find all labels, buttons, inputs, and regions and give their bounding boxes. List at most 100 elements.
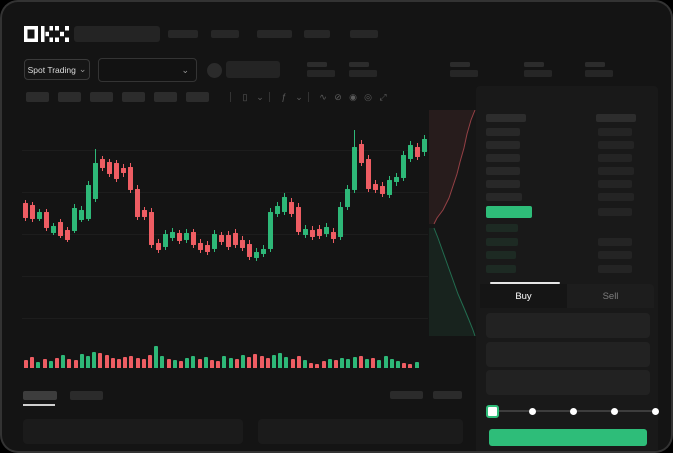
volume-bar [377, 360, 382, 368]
ask-row-amount-placeholder[interactable] [598, 193, 634, 201]
chevron-down-icon[interactable]: ⌄ [295, 92, 303, 102]
nav-item-placeholder-2[interactable] [211, 30, 239, 38]
tool-button-placeholder-1[interactable] [26, 92, 49, 102]
volume-bar [135, 358, 140, 368]
slider-handle[interactable] [486, 405, 499, 418]
total-input-placeholder[interactable] [486, 370, 650, 395]
volume-bar [36, 362, 41, 368]
volume-bar [141, 359, 146, 368]
bid-row-price-placeholder[interactable] [486, 237, 518, 246]
pair-selector-dropdown[interactable]: ⌄ [98, 58, 197, 82]
ask-row-amount-placeholder[interactable] [598, 128, 632, 136]
bottom-filter-placeholder[interactable] [390, 391, 423, 399]
candle-body [44, 212, 49, 228]
bottom-tab-orders[interactable] [23, 391, 57, 400]
tool-button-placeholder-4[interactable] [122, 92, 145, 102]
ask-row-amount-placeholder[interactable] [598, 141, 634, 149]
candle-body [394, 177, 399, 182]
bid-row-price-placeholder[interactable] [486, 251, 516, 259]
candle-type-icon[interactable]: ▯ [242, 92, 248, 102]
ask-row-amount-placeholder[interactable] [598, 167, 634, 175]
nav-item-placeholder-1[interactable] [168, 30, 198, 38]
volume-bar [61, 355, 66, 368]
candle-body [86, 185, 91, 219]
candle-body [51, 226, 56, 233]
candle-body [366, 159, 371, 189]
slider-stop-4[interactable] [610, 407, 618, 415]
last-price-highlight[interactable] [486, 206, 532, 218]
spot-trading-dropdown[interactable]: Spot Trading ⌄ [24, 59, 90, 80]
slider-stop-3[interactable] [569, 407, 577, 415]
okx-logo[interactable] [24, 26, 70, 42]
volume-bar [117, 359, 121, 368]
volume-bar [160, 356, 165, 368]
volume-bar [42, 359, 47, 368]
volume-bar [371, 358, 376, 368]
chevron-down-icon: ⌄ [181, 64, 189, 75]
volume-bar [309, 363, 314, 368]
bid-row-price-placeholder[interactable] [486, 264, 516, 273]
ticker-stat-label-placeholder-4 [524, 62, 544, 67]
bottom-tab-history[interactable] [70, 391, 103, 400]
candle-body [261, 249, 266, 254]
volume-bar [358, 356, 363, 368]
candle-body [317, 229, 322, 236]
gridline-1 [22, 150, 428, 151]
line-tools-icon[interactable]: ∿ [319, 92, 327, 102]
indicators-icon[interactable]: ƒ [281, 92, 287, 102]
volume-bar [79, 354, 84, 368]
bid-row-amount-placeholder[interactable] [598, 251, 632, 259]
buy-button[interactable] [489, 429, 647, 446]
chevron-down-icon[interactable]: ⌄ [256, 92, 264, 102]
ask-row-price-placeholder[interactable] [486, 154, 520, 162]
tool-button-placeholder-5[interactable] [154, 92, 177, 102]
price-input-placeholder[interactable] [486, 313, 650, 338]
volume-bar [334, 360, 338, 368]
bid-row-price-placeholder[interactable] [486, 224, 518, 232]
candle-body [296, 207, 301, 232]
volume-bar [383, 356, 388, 368]
nav-item-placeholder-3[interactable] [257, 30, 292, 38]
bid-row-amount-placeholder[interactable] [598, 237, 632, 246]
candle-body [310, 230, 315, 237]
ask-row-amount-placeholder[interactable] [598, 180, 632, 188]
ask-row-price-placeholder[interactable] [486, 167, 520, 175]
amount-input-placeholder[interactable] [486, 342, 650, 367]
volume-bar [234, 359, 239, 368]
candle-body [37, 212, 42, 219]
ask-row-price-placeholder[interactable] [486, 128, 520, 136]
ask-row-price-placeholder[interactable] [486, 141, 520, 149]
bottom-filter-placeholder-2[interactable] [433, 391, 462, 399]
tool-button-placeholder-3[interactable] [90, 92, 113, 102]
ask-row-amount-placeholder[interactable] [598, 154, 632, 162]
ask-row-price-placeholder[interactable] [486, 193, 522, 201]
bid-row-amount-placeholder[interactable] [598, 264, 632, 273]
search-placeholder[interactable] [74, 26, 160, 42]
nav-item-placeholder-5[interactable] [350, 30, 378, 38]
toolbar-divider [230, 92, 231, 102]
candle-body [380, 186, 385, 194]
tool-button-placeholder-6[interactable] [186, 92, 209, 102]
slider-stop-2[interactable] [528, 407, 536, 415]
screenshot-icon[interactable]: ◉ [349, 92, 357, 102]
candle-body [170, 232, 175, 238]
volume-bar [284, 357, 289, 368]
tool-button-placeholder-2[interactable] [58, 92, 81, 102]
gridline-2 [22, 192, 428, 193]
volume-bar [92, 352, 97, 368]
volume-bar [346, 359, 351, 368]
candle-body [226, 235, 231, 247]
tab-sell[interactable]: Sell [567, 284, 654, 308]
settings-icon[interactable]: ◎ [364, 92, 372, 102]
ask-row-price-placeholder[interactable] [486, 180, 520, 188]
slider-stop-5[interactable] [651, 407, 659, 415]
candle-body [282, 197, 287, 212]
depth-chart[interactable] [429, 110, 482, 336]
fullscreen-icon[interactable]: ⤢ [379, 92, 387, 102]
strike-tool-icon[interactable]: ⊘ [334, 92, 342, 102]
volume-bar [408, 364, 413, 368]
volume-bar [98, 353, 103, 368]
nav-item-placeholder-4[interactable] [304, 30, 330, 38]
tab-buy[interactable]: Buy [480, 284, 567, 308]
volume-bar [247, 357, 252, 368]
